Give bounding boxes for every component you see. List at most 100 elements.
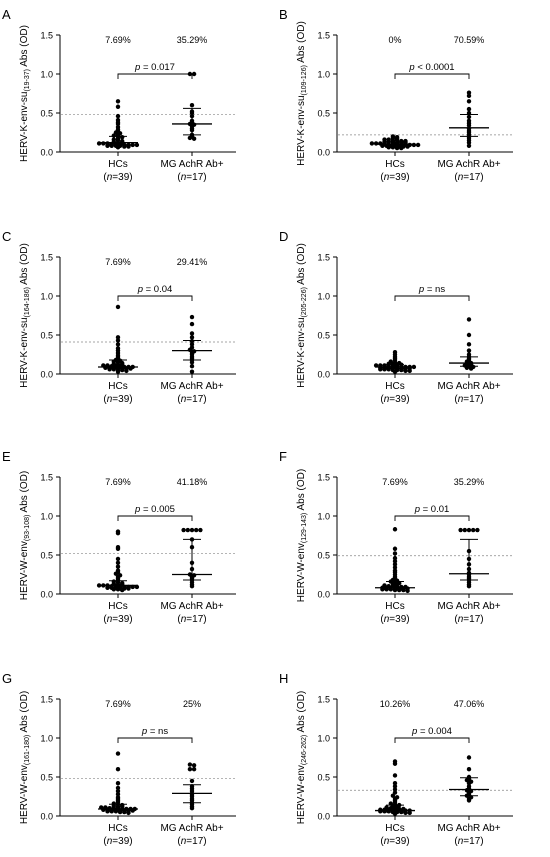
n-label-letter: n: [181, 614, 187, 625]
panel-H: H 0.0 0.5 1.0 1.5 HERV-W-env(246-262) Abs (OD…: [279, 671, 513, 847]
n-label-value: =17): [463, 614, 483, 625]
n-label-letter: n: [384, 836, 390, 847]
category-label: HCs: [385, 823, 404, 834]
n-label-value: =39): [112, 836, 132, 847]
y-axis-label-unit: Abs (OD): [296, 243, 307, 287]
data-point: [369, 141, 375, 146]
category-label: MG AchR Ab+: [437, 823, 500, 834]
p-value-symbol: p: [408, 62, 414, 73]
percent-label: 47.06%: [454, 699, 485, 709]
y-axis-label-unit: Abs (OD): [19, 243, 30, 287]
data-point: [115, 529, 121, 534]
data-point: [187, 767, 193, 772]
n-label-value: =39): [389, 172, 409, 183]
data-point: [373, 141, 379, 146]
category-label: HCs: [108, 823, 127, 834]
category-label: MG AchR Ab+: [437, 159, 500, 170]
data-point: [115, 791, 121, 797]
n-label-open: (: [454, 614, 458, 625]
y-axis-label: HERV-W-env(93-108) Abs (OD): [19, 471, 31, 600]
n-label-open: (: [177, 172, 181, 183]
panel-letter: D: [279, 229, 288, 244]
y-tick-label: 1.5: [40, 253, 53, 263]
n-label-letter: n: [181, 394, 187, 405]
n-label-letter: n: [181, 836, 187, 847]
n-label: (n=39): [103, 836, 132, 847]
y-axis-label-main: HERV-W-env: [296, 543, 307, 602]
percent-label: 41.18%: [177, 477, 208, 487]
y-tick-label: 1.0: [317, 70, 330, 80]
category-label: HCs: [385, 159, 404, 170]
y-tick-label: 0.5: [317, 331, 330, 341]
data-point: [378, 807, 383, 812]
data-point: [115, 338, 121, 343]
data-point: [115, 335, 121, 340]
data-point: [189, 369, 195, 374]
percent-label: 25%: [183, 699, 201, 709]
n-label-open: (: [177, 836, 181, 847]
y-axis-label-subscript: (129-143): [301, 513, 308, 543]
p-value-text: = 0.01: [420, 504, 449, 515]
data-point: [392, 562, 398, 567]
y-tick-label: 0.5: [40, 109, 53, 119]
category-label: MG AchR Ab+: [437, 381, 500, 392]
data-point: [115, 124, 121, 130]
category-label: HCs: [108, 601, 127, 612]
n-label-open: (: [454, 836, 458, 847]
data-point: [115, 113, 121, 119]
n-label-value: =17): [186, 394, 206, 405]
data-point: [194, 527, 199, 533]
n-label: (n=17): [454, 394, 483, 405]
data-point: [407, 142, 412, 148]
data-point: [187, 762, 193, 767]
y-axis-label: HERV-W-env(161-180) Abs (OD): [19, 691, 31, 824]
y-axis-label-subscript: (109-126): [301, 65, 308, 95]
data-point: [111, 137, 117, 142]
panel-letter: G: [2, 671, 12, 686]
n-label-letter: n: [458, 836, 464, 847]
p-value-text: = ns: [424, 284, 445, 295]
category-label: HCs: [385, 601, 404, 612]
y-tick-label: 0.5: [317, 551, 330, 561]
n-label-value: =39): [389, 394, 409, 405]
p-value-symbol: p: [137, 284, 143, 295]
n-label: (n=39): [380, 172, 409, 183]
data-point: [411, 142, 417, 148]
data-point: [394, 134, 400, 140]
y-tick-label: 1.5: [40, 695, 53, 705]
significance-bracket: [117, 737, 193, 743]
significance-bracket: [117, 73, 193, 79]
category-label: HCs: [108, 381, 127, 392]
data-point: [392, 559, 398, 564]
data-point: [115, 781, 121, 786]
significance-bracket: [117, 515, 193, 521]
n-label-value: =39): [112, 394, 132, 405]
data-point: [191, 763, 197, 768]
panel-letter: E: [2, 449, 11, 464]
percent-label: 7.69%: [105, 699, 131, 709]
y-tick-label: 0.0: [40, 370, 53, 380]
data-point: [392, 781, 398, 786]
data-point: [392, 759, 398, 764]
data-point: [382, 583, 387, 588]
y-tick-label: 0.0: [40, 590, 53, 600]
n-label-value: =17): [186, 836, 206, 847]
n-label: (n=17): [454, 172, 483, 183]
category-label: MG AchR Ab+: [160, 159, 223, 170]
data-point: [185, 527, 190, 533]
data-point: [471, 527, 476, 533]
n-label: (n=39): [103, 172, 132, 183]
y-axis-label-subscript: (164-186): [24, 287, 31, 317]
p-value-symbol: p: [411, 726, 417, 737]
y-tick-label: 1.0: [40, 292, 53, 302]
y-tick-label: 1.0: [40, 734, 53, 744]
data-point: [187, 71, 193, 77]
data-point: [115, 767, 121, 772]
data-point: [466, 352, 472, 357]
percent-label: 10.26%: [380, 699, 411, 709]
y-tick-label: 0.0: [40, 812, 53, 822]
data-point: [191, 573, 197, 578]
data-point: [466, 99, 472, 104]
y-tick-label: 1.5: [317, 253, 330, 263]
n-label: (n=17): [177, 394, 206, 405]
